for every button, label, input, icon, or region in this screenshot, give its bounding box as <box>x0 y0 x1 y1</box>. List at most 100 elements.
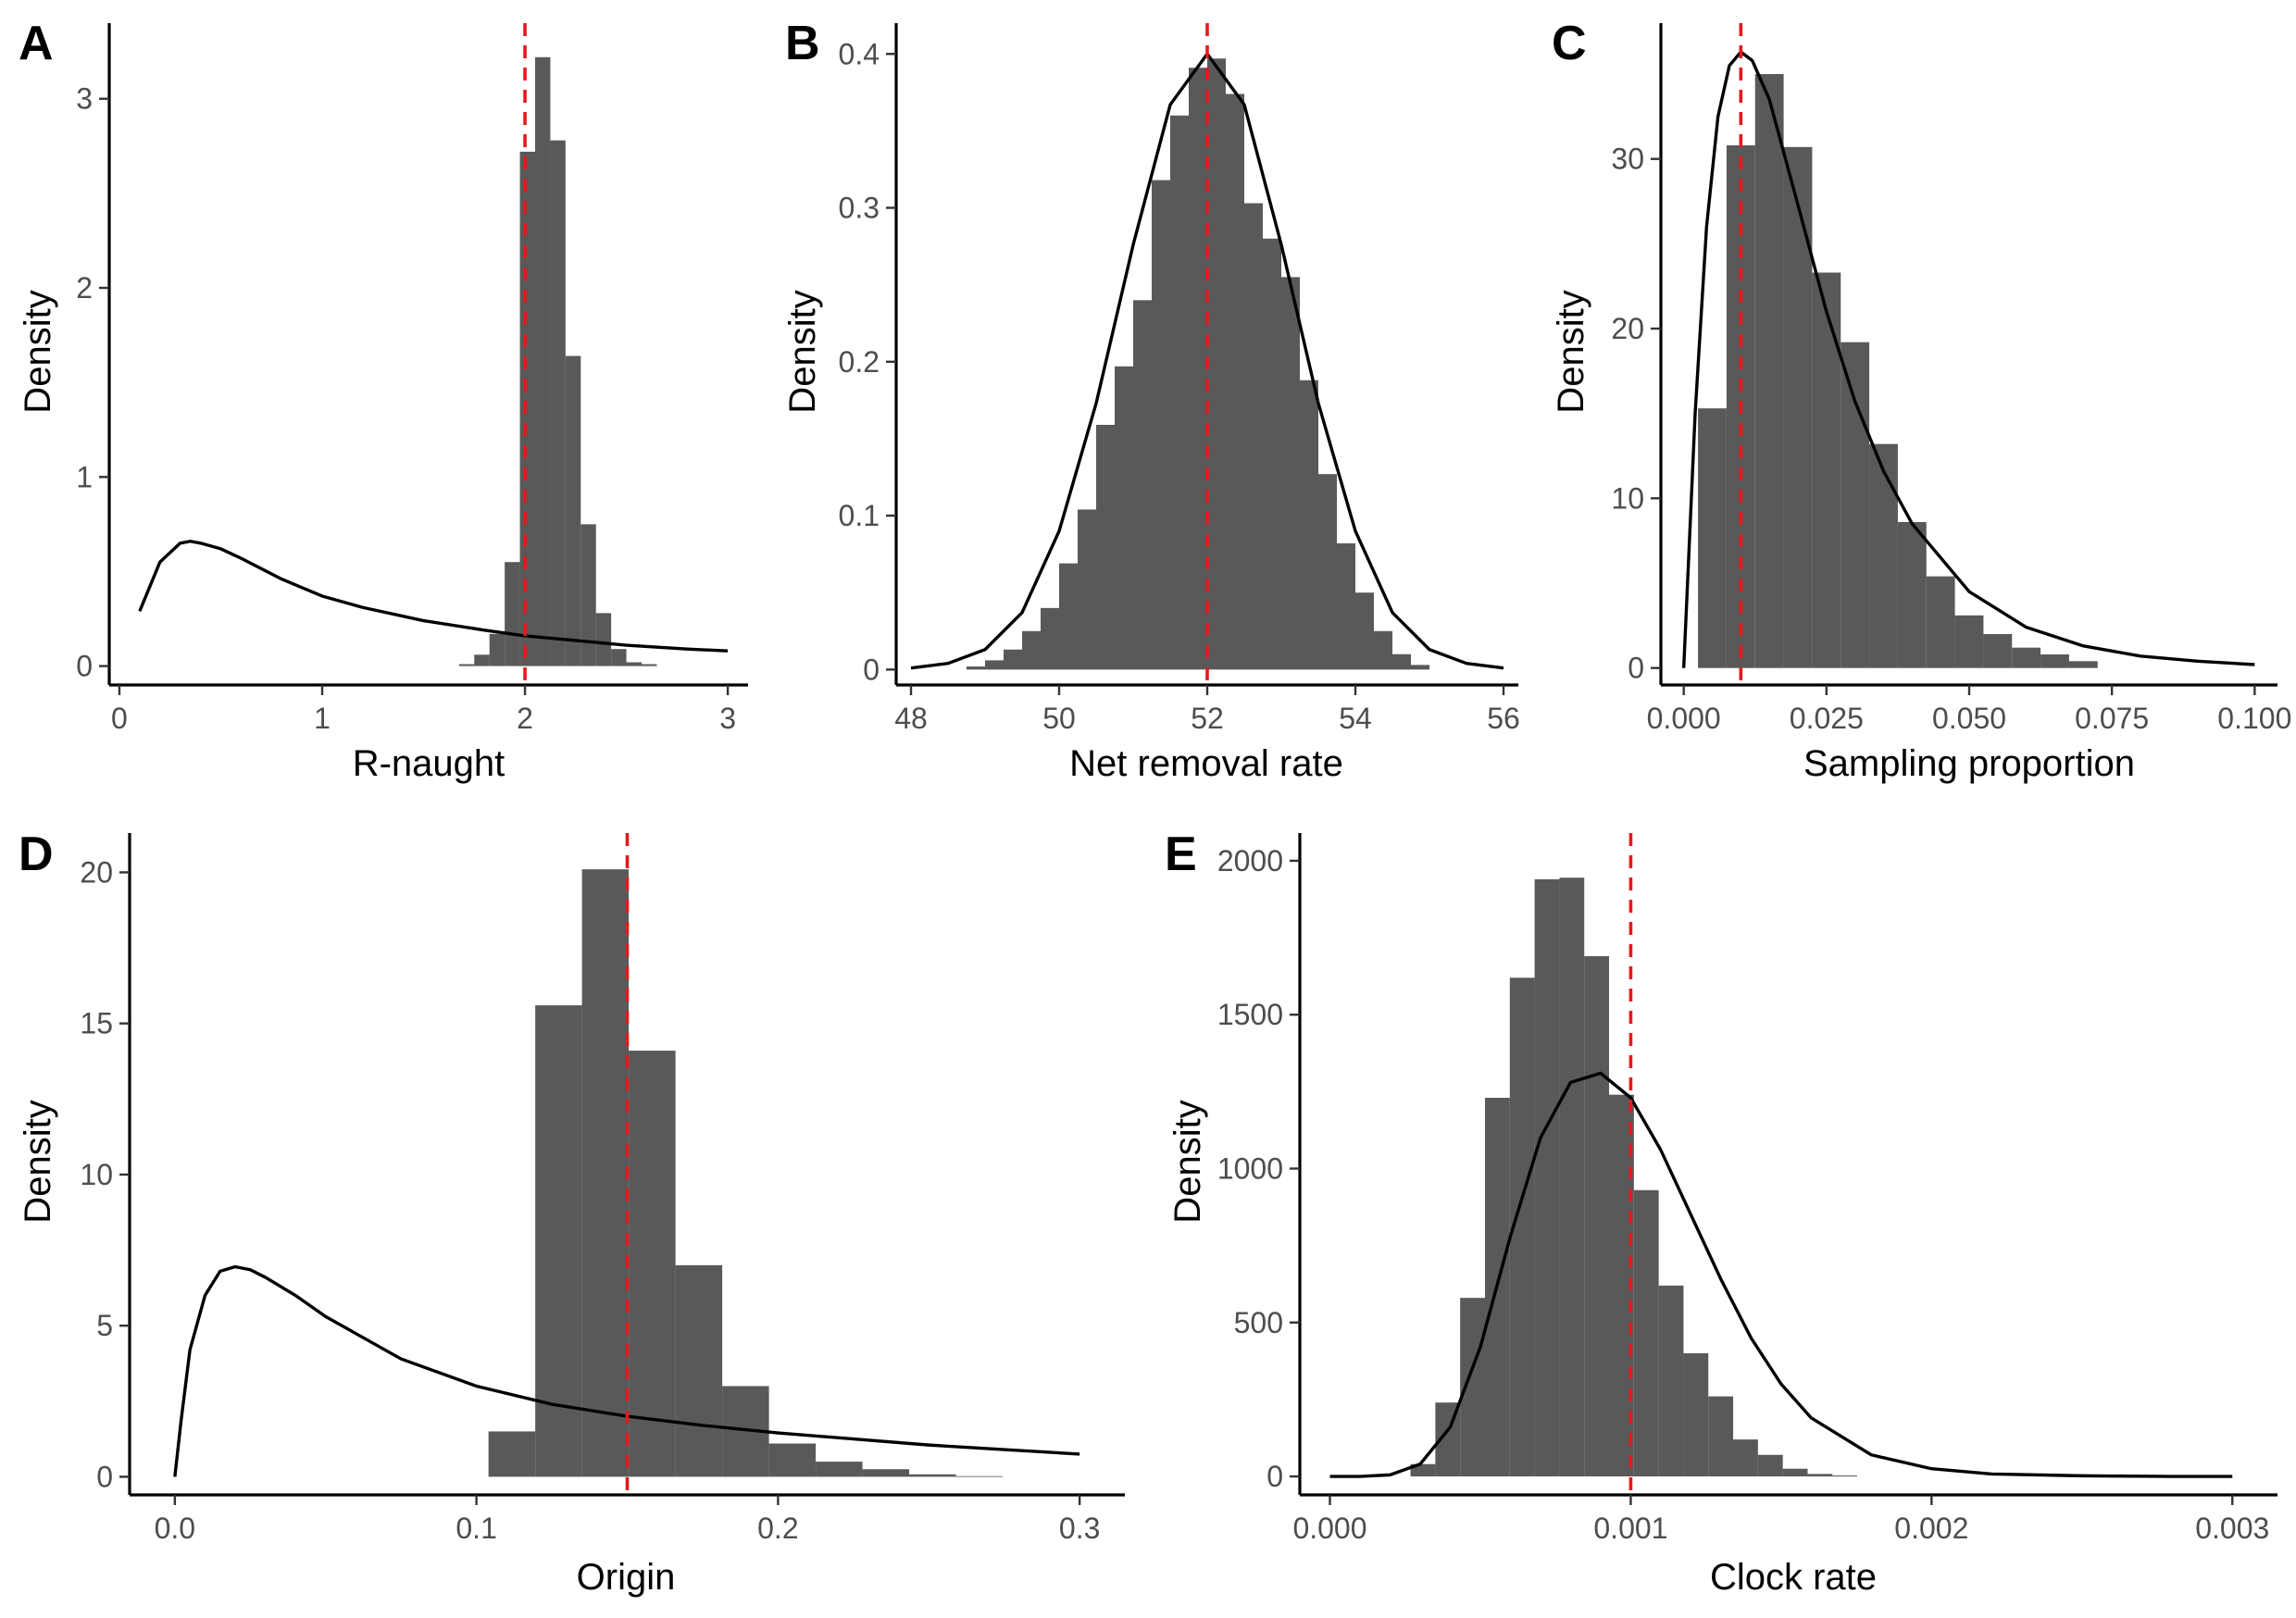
histogram-bar <box>1411 665 1429 670</box>
histogram-bar <box>535 56 551 666</box>
histogram-bar <box>1115 366 1133 670</box>
histogram-bar <box>1041 607 1059 670</box>
y-axis-title: Density <box>18 290 58 413</box>
panel-d-origin: D Origin Density 0.0 0.1 0.2 0.3 0 5 10 15 20 <box>18 828 1125 1598</box>
histogram-bar <box>1534 878 1560 1477</box>
x-tick-label: 0.0 <box>155 1512 195 1545</box>
histogram-bar <box>1683 1353 1709 1477</box>
x-tick-label: 50 <box>1042 702 1076 735</box>
x-tick-label: 0.100 <box>2217 702 2291 735</box>
histogram-bar <box>1708 1396 1734 1477</box>
histogram-bar <box>1983 634 2013 668</box>
y-tick-label: 0.2 <box>839 345 880 379</box>
histogram-bar <box>535 1005 582 1477</box>
histogram-bar <box>1584 956 1610 1477</box>
histogram-bar <box>1757 1454 1783 1477</box>
histogram-bar <box>1812 272 1841 668</box>
y-tick-label: 1 <box>76 460 93 493</box>
histogram-bar <box>768 1443 817 1477</box>
histogram-bar <box>642 664 657 666</box>
x-axis-title: R-naught <box>353 743 505 784</box>
histogram-bar <box>1782 1468 1808 1477</box>
y-tick-label: 1000 <box>1217 1151 1283 1185</box>
histogram-bar <box>2040 654 2069 668</box>
histogram-bar <box>1754 74 1784 668</box>
y-axis-title: Density <box>1167 1100 1208 1223</box>
histogram-bar <box>581 869 630 1477</box>
histogram-bar <box>1078 509 1096 670</box>
histogram-bar <box>1004 649 1022 670</box>
panel-letter-e: E <box>1165 828 1197 881</box>
y-tick-label: 0 <box>1267 1460 1283 1493</box>
x-tick-label: 0.001 <box>1593 1512 1667 1545</box>
histogram-bars <box>458 56 657 666</box>
histogram-bar <box>1658 1285 1684 1477</box>
histogram-bar <box>1263 238 1281 670</box>
histogram-bar <box>1300 380 1318 670</box>
histogram-bar <box>909 1474 956 1477</box>
y-tick-label: 10 <box>80 1158 113 1191</box>
x-tick-label: 0.000 <box>1292 1512 1366 1545</box>
x-axis-title: Origin <box>577 1557 676 1598</box>
histogram-bar <box>1096 424 1115 670</box>
histogram-bar <box>629 1051 676 1477</box>
panel-letter-a: A <box>19 17 54 70</box>
histogram-bar <box>816 1462 863 1477</box>
histogram-bar <box>862 1469 910 1477</box>
histogram-bar <box>985 660 1004 670</box>
x-axis-title: Sampling proportion <box>1803 743 2135 784</box>
y-tick-label: 5 <box>96 1309 113 1342</box>
histogram-bar <box>1318 474 1337 670</box>
x-tick-label: 0.1 <box>455 1512 496 1545</box>
histogram-bar <box>1633 1189 1659 1477</box>
histogram-bars <box>967 58 1429 670</box>
panel-b-net-removal-rate: B Net removal rate Density 48 50 52 54 56 0 0.… <box>782 17 1520 784</box>
histogram-bar <box>1059 563 1078 670</box>
x-tick-label: 0.075 <box>2075 702 2149 735</box>
x-tick-label: 0.050 <box>1932 702 2006 735</box>
histogram-bar <box>1832 1475 1858 1477</box>
y-tick-label: 0.3 <box>839 192 880 225</box>
histogram-bar <box>1733 1439 1758 1477</box>
histogram-bar <box>1897 522 1927 668</box>
y-tick-label: 0 <box>96 1460 113 1493</box>
histogram-bar <box>1869 443 1898 668</box>
y-tick-label: 2000 <box>1217 844 1283 877</box>
histogram-bar <box>1559 877 1585 1477</box>
histogram-bar <box>1698 408 1727 668</box>
histogram-bar <box>1022 630 1041 670</box>
y-tick-label: 0 <box>1628 652 1644 685</box>
histogram-bar <box>1355 592 1374 670</box>
histogram-bar <box>675 1264 723 1477</box>
histogram-bar <box>1152 180 1170 670</box>
histogram-bar <box>1954 615 1984 668</box>
x-tick-label: 0.002 <box>1894 1512 1968 1545</box>
y-tick-label: 20 <box>80 855 113 889</box>
prior-density-curve <box>138 540 729 653</box>
histogram-bar <box>580 524 596 666</box>
histogram-bar <box>550 140 566 666</box>
panel-c-sampling-proportion: C Sampling proportion Density 0.000 0.025… <box>1551 17 2291 784</box>
prior-density-curve <box>1681 50 2255 668</box>
x-tick-label: 0.000 <box>1647 702 1721 735</box>
x-tick-label: 54 <box>1339 702 1372 735</box>
y-tick-label: 500 <box>1234 1306 1283 1339</box>
histogram-bar <box>1841 342 1870 668</box>
histogram-bar <box>1170 115 1189 670</box>
histogram-bar <box>1207 58 1226 670</box>
y-tick-label: 3 <box>76 82 93 116</box>
histogram-bar <box>1226 93 1244 670</box>
histogram-bar <box>1410 1463 1436 1477</box>
y-tick-label: 1500 <box>1217 998 1283 1031</box>
panel-letter-d: D <box>19 828 54 881</box>
histogram-bar <box>626 662 642 666</box>
y-tick-label: 2 <box>76 271 93 305</box>
histogram-bar <box>505 562 520 666</box>
panel-letter-c: C <box>1552 17 1587 70</box>
x-tick-label: 0 <box>111 702 128 735</box>
x-tick-label: 0.3 <box>1059 1512 1100 1545</box>
panel-letter-b: B <box>785 17 820 70</box>
x-axis-title: Net removal rate <box>1069 743 1343 784</box>
y-tick-label: 10 <box>1611 481 1644 515</box>
